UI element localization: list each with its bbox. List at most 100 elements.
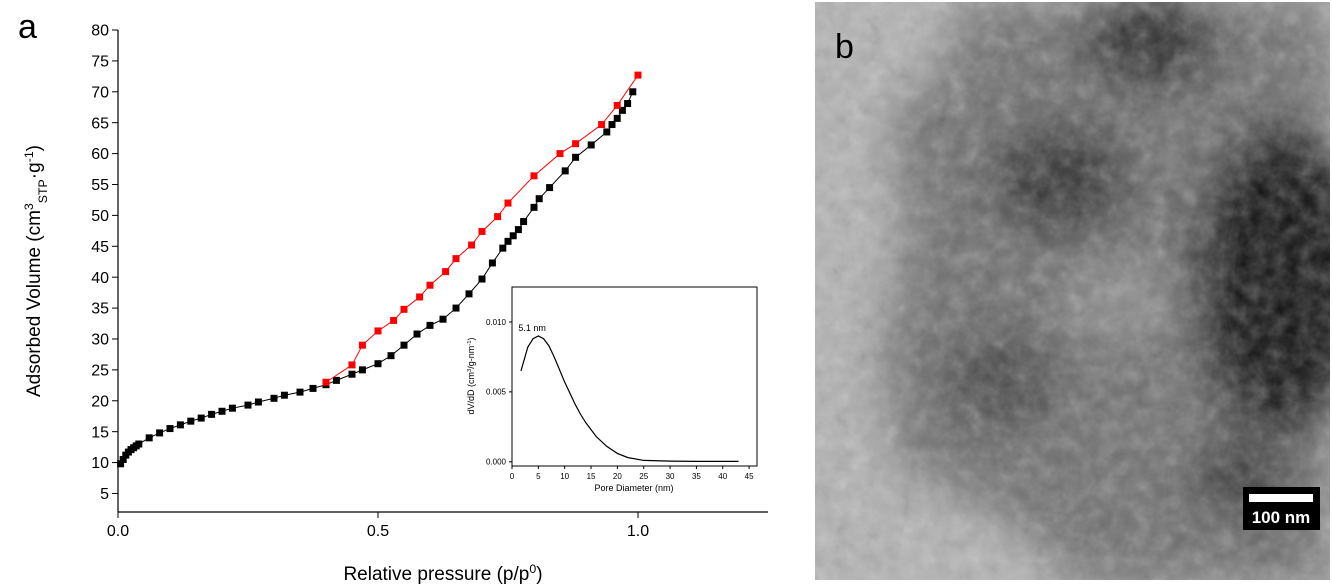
data-point [624,100,632,108]
data-point [348,370,356,378]
data-point [587,141,595,149]
x-tick-label: 40 [718,472,727,481]
y-tick-label: 40 [91,270,109,287]
scale-bar-label: 100 nm [1252,508,1311,527]
data-point [478,227,486,235]
data-point [348,361,356,369]
data-point [400,305,408,313]
scale-bar [1249,494,1313,502]
data-point [254,398,262,406]
data-point [530,172,538,180]
data-point [509,232,517,240]
x-tick-label: 0.5 [367,523,389,540]
data-point [488,259,496,267]
data-point [618,106,626,114]
y-tick-label: 5 [100,486,109,503]
data-point [416,293,424,301]
data-point [296,388,304,396]
label-part: /g-nm [466,346,476,369]
data-point [468,241,476,249]
y-tick-label: 20 [91,393,109,410]
x-tick-label: 5 [536,472,541,481]
label-part: 3 [22,203,36,210]
series-line [520,335,739,462]
tem-image [815,2,1330,580]
y-tick-label: 70 [91,84,109,101]
data-point [603,128,611,136]
data-point [546,184,554,192]
data-point [358,341,366,349]
data-point [387,352,395,360]
data-point [572,153,580,161]
x-tick-label: 15 [587,472,596,481]
label-part: Relative pressure (p/p [343,564,529,585]
data-point [494,213,502,221]
data-point [176,421,184,429]
label-part: ) [536,564,542,585]
data-point [166,425,174,433]
data-point [613,114,621,122]
ylabel-label: Adsorbed Volume (cm3STP·g-1) [22,145,50,397]
y-tick-label: 50 [91,208,109,225]
data-point [629,88,637,96]
data-point [187,417,195,425]
y-tick-label: 25 [91,362,109,379]
y-tick-label: 0.010 [486,318,507,327]
data-point [145,434,153,442]
data-point [598,121,606,129]
y-tick-label: 10 [91,455,109,472]
data-point [613,101,621,109]
xlabel-label: Pore Diameter (nm) [594,483,673,493]
data-point [208,410,216,418]
data-point [280,391,288,399]
x-tick-label: 1.0 [627,523,649,540]
label-part: ) [24,145,45,151]
plot-frame [511,286,758,467]
label-part: -1 [22,151,36,162]
data-point [426,281,434,289]
label-part: STP [36,179,50,203]
data-point [520,218,528,226]
data-point [270,394,278,402]
label-part: ·g [24,162,45,179]
data-point [608,121,616,129]
data-point [322,378,330,386]
data-point [561,167,569,175]
y-tick-label: 80 [91,23,109,40]
data-point [374,360,382,368]
data-point [499,244,507,252]
data-point [535,195,543,203]
ylabel-label: dV/dD (cm3/g-nm-1) [466,338,476,415]
data-point [309,384,317,392]
data-point [478,275,486,283]
data-point [197,414,205,422]
data-point [634,71,642,79]
y-tick-label: 35 [91,301,109,318]
x-tick-label: 30 [666,472,675,481]
data-point [514,226,522,234]
y-tick-label: 30 [91,332,109,349]
data-point [452,304,460,312]
xlabel-label: Relative pressure (p/p0) [343,562,542,585]
data-point [390,316,398,324]
data-point [135,440,143,448]
panel-label: b [835,28,854,66]
y-tick-label: 45 [91,239,109,256]
data-point [439,315,447,323]
x-tick-label: 10 [560,472,569,481]
data-point [119,455,127,463]
data-point [572,140,580,148]
x-tick-label: 20 [613,472,622,481]
data-point [156,429,164,437]
label-part: Adsorbed Volume (cm [24,210,45,397]
data-point [413,330,421,338]
label-part: -1 [467,341,473,346]
data-point [452,255,460,263]
data-point [332,376,340,384]
panel-label: a [18,8,37,46]
data-point [358,366,366,374]
data-point [218,407,226,415]
y-tick-label: 60 [91,146,109,163]
data-point [374,327,382,335]
label-part: dV/dD (cm [466,372,476,415]
